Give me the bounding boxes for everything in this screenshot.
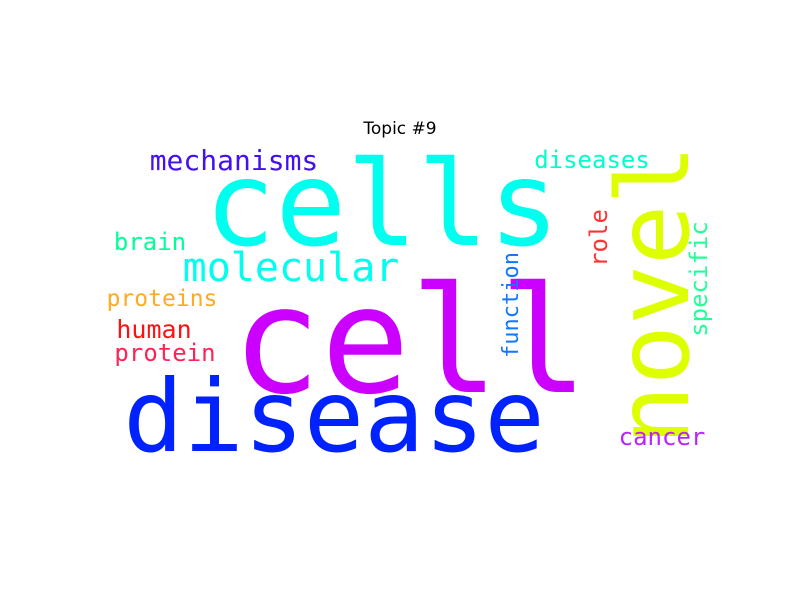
chart-title: Topic #9: [363, 119, 437, 139]
word-cells: cells: [204, 135, 559, 273]
word-human: human: [116, 315, 191, 344]
word-cell: cell: [232, 255, 588, 427]
word-protein: protein: [114, 339, 215, 367]
word-mechanisms: mechanisms: [150, 144, 319, 177]
word-function: function: [499, 252, 524, 358]
word-proteins: proteins: [107, 286, 218, 312]
word-disease: disease: [123, 358, 544, 475]
word-cancer: cancer: [619, 423, 706, 451]
word-novel: novel: [595, 144, 712, 445]
word-brain: brain: [114, 228, 186, 256]
word-role: role: [585, 209, 613, 267]
word-molecular: molecular: [183, 245, 400, 291]
word-specific: specific: [685, 221, 713, 337]
word-diseases: diseases: [534, 146, 650, 174]
